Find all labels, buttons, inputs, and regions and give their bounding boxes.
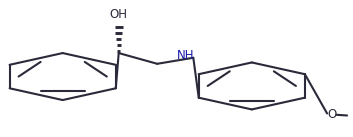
Text: OH: OH	[110, 8, 128, 21]
Text: O: O	[328, 108, 337, 121]
Text: NH: NH	[176, 49, 194, 62]
